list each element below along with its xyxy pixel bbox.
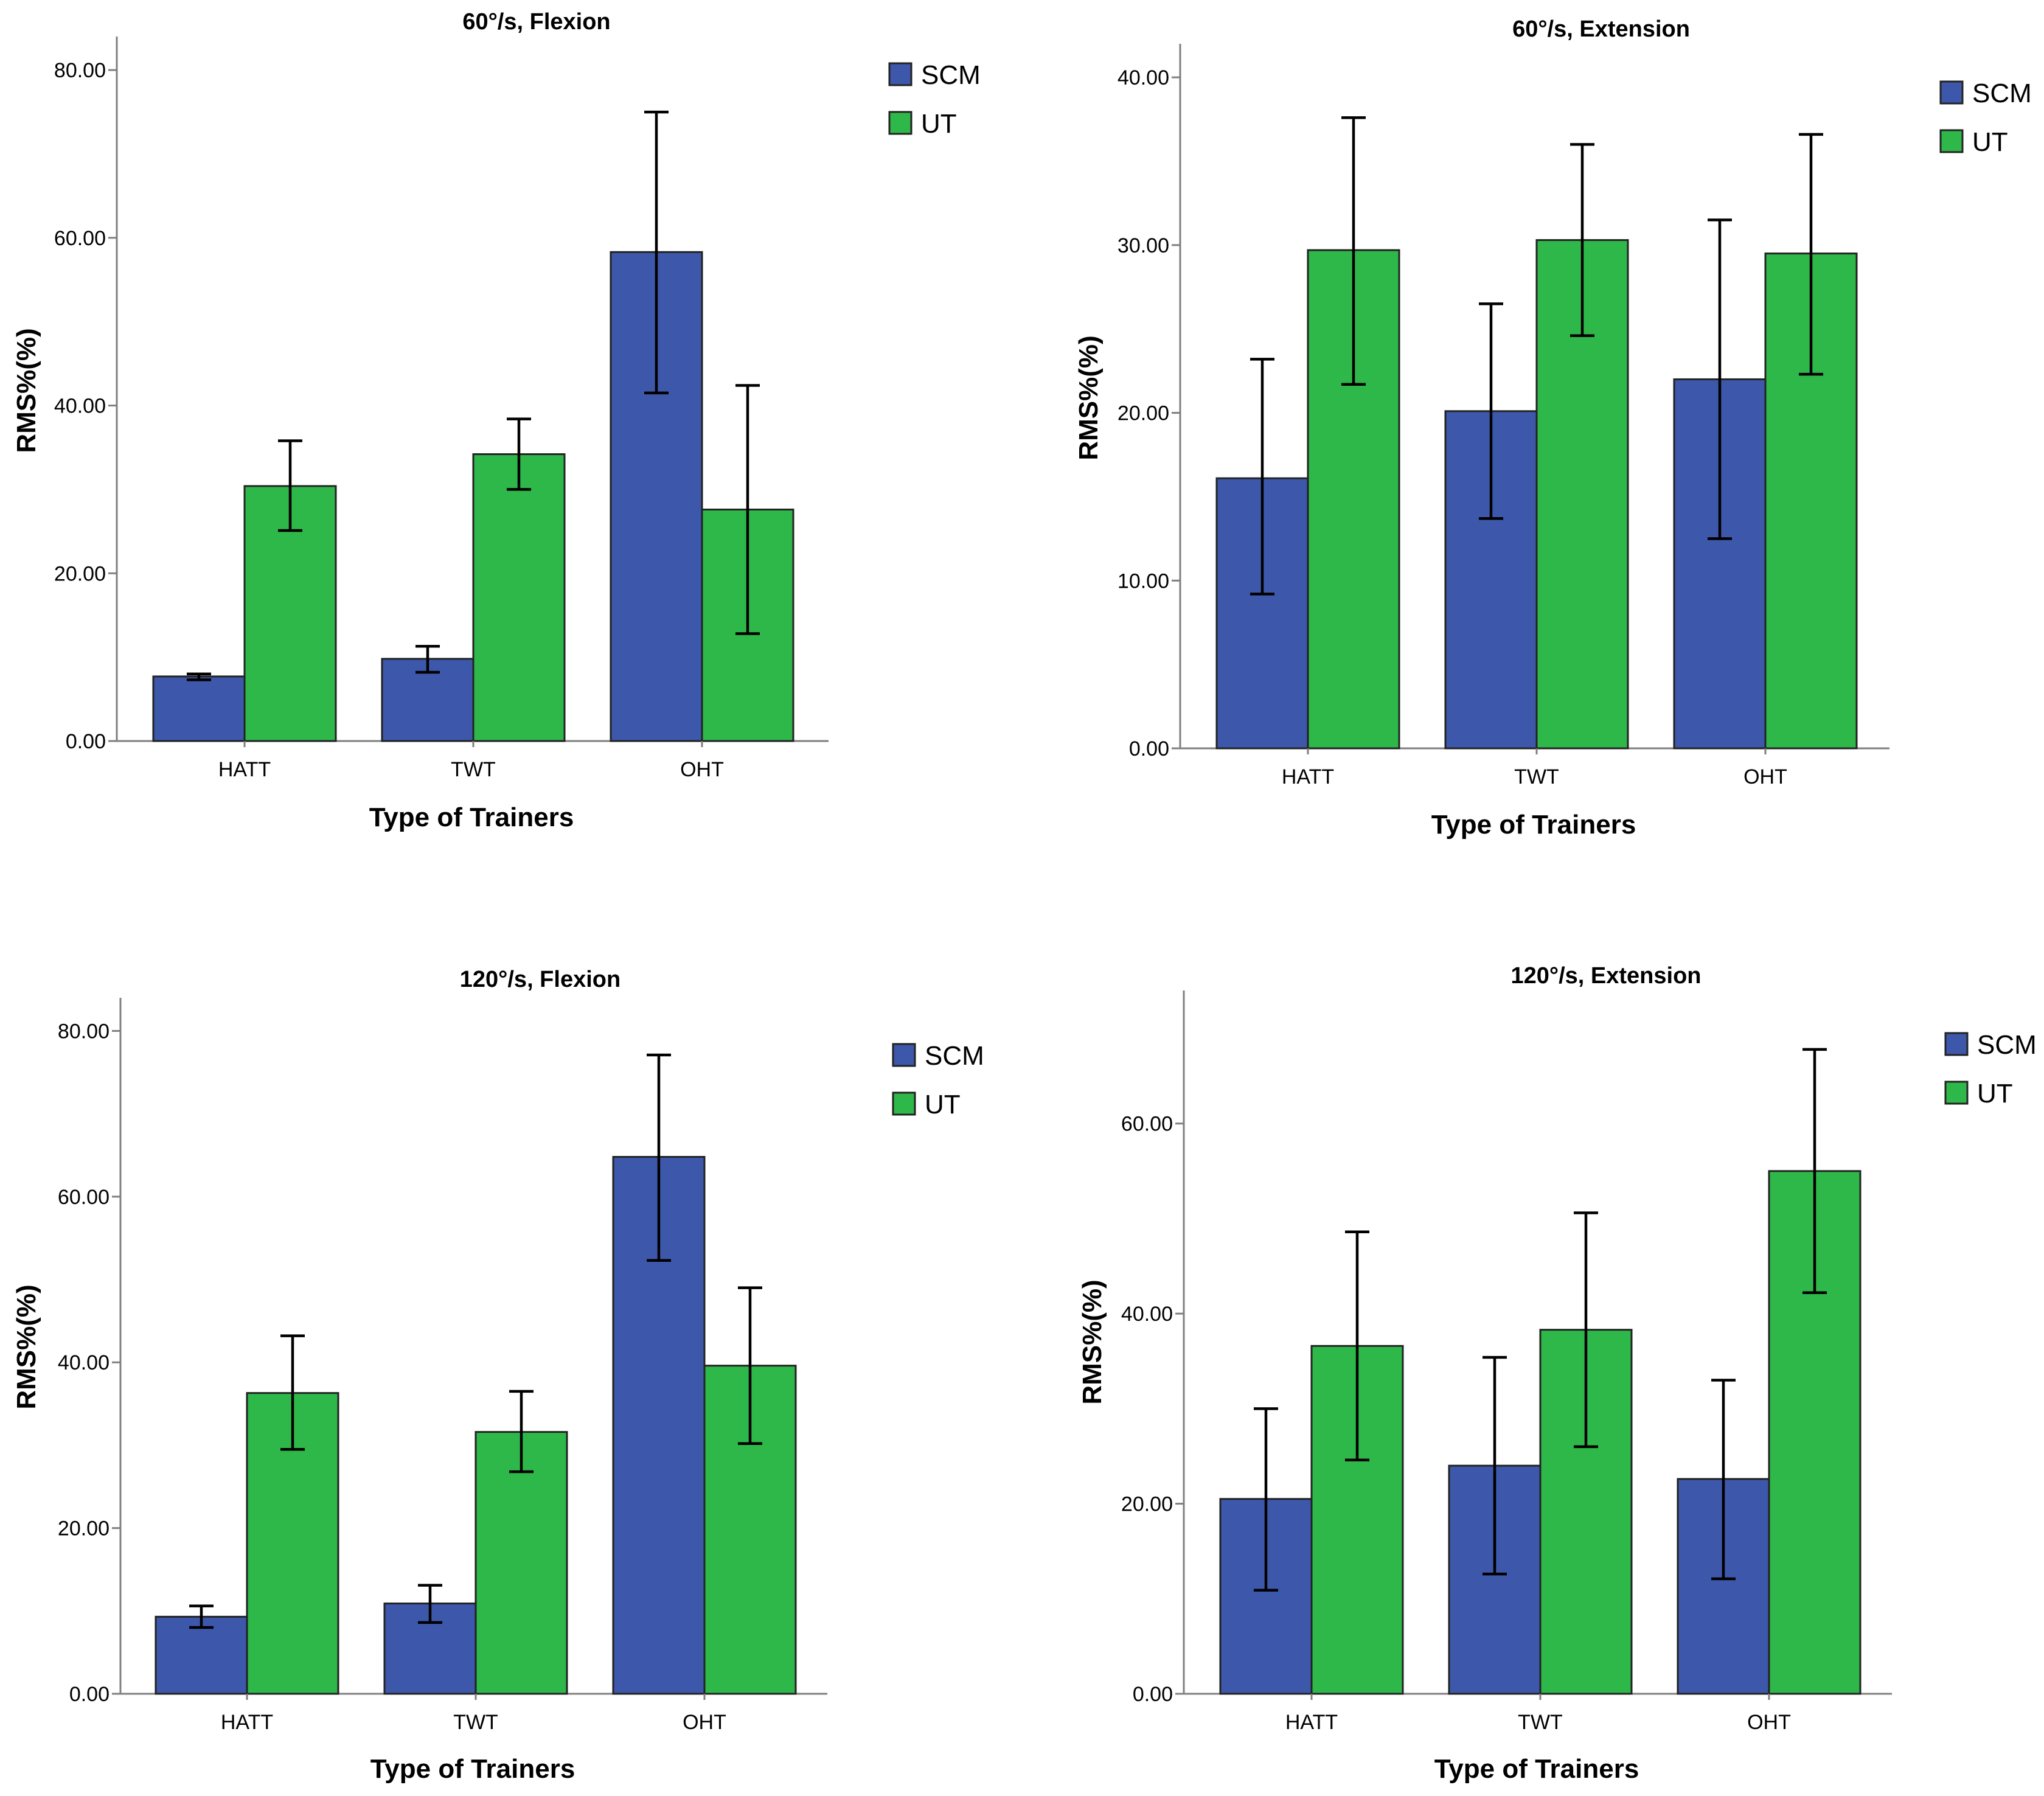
- y-tick-label: 10.00: [1118, 569, 1169, 593]
- x-tick-label: TWT: [451, 758, 496, 781]
- x-axis-title: Type of Trainers: [1434, 1754, 1639, 1784]
- legend-label-ut: UT: [1977, 1079, 2013, 1109]
- legend-swatch-scm: [892, 1043, 916, 1067]
- legend-label-ut: UT: [921, 109, 957, 139]
- y-tick-label: 0.00: [69, 1683, 109, 1706]
- y-axis-title: RMS%(%): [12, 328, 41, 453]
- bar-ut-twt: [474, 1431, 568, 1695]
- chart-panel-1: 60°/s, Flexion 0.00 20.00 40.00 60.00 80.00 HA…: [12, 9, 981, 832]
- x-tick-label: OHT: [1743, 765, 1787, 788]
- legend-label-scm: SCM: [925, 1041, 984, 1071]
- y-tick-label: 40.00: [1118, 66, 1169, 89]
- chart-title: 120°/s, Extension: [1511, 963, 1702, 989]
- x-tick-label: HATT: [218, 758, 271, 781]
- y-tick-label: 80.00: [54, 59, 106, 82]
- x-tick-label: HATT: [1285, 1711, 1338, 1734]
- y-tick-label: 20.00: [1121, 1493, 1173, 1516]
- legend-swatch-ut: [1944, 1081, 1969, 1105]
- y-tick-label: 60.00: [1121, 1113, 1173, 1136]
- x-tick-label: OHT: [1747, 1711, 1791, 1734]
- y-tick-label: 40.00: [58, 1351, 109, 1374]
- y-tick-label: 60.00: [54, 227, 106, 250]
- bar-scm-hatt: [155, 1615, 248, 1695]
- y-tick-label: 20.00: [58, 1517, 109, 1540]
- chart-title: 120°/s, Flexion: [460, 967, 620, 992]
- x-axis-title: Type of Trainers: [369, 802, 574, 832]
- x-tick-label: TWT: [1518, 1711, 1563, 1734]
- y-tick-label: 0.00: [1133, 1683, 1173, 1706]
- y-tick-label: 20.00: [1118, 402, 1169, 425]
- legend-swatch-scm: [888, 62, 912, 86]
- x-tick-label: OHT: [683, 1711, 726, 1734]
- y-tick-label: 30.00: [1118, 234, 1169, 257]
- legend-label-ut: UT: [925, 1090, 961, 1119]
- y-tick-label: 0.00: [66, 730, 106, 753]
- x-tick-label: HATT: [221, 1711, 273, 1734]
- legend-label-scm: SCM: [1977, 1030, 2037, 1060]
- bar-scm-hatt: [152, 675, 246, 742]
- y-tick-label: 80.00: [58, 1020, 109, 1043]
- legend-swatch-scm: [1939, 80, 1964, 105]
- y-tick-label: 60.00: [58, 1186, 109, 1209]
- chart-title: 60°/s, Flexion: [462, 9, 610, 35]
- legend-label-scm: SCM: [1972, 78, 2032, 108]
- y-axis-title: RMS%(%): [12, 1284, 41, 1409]
- legend-swatch-ut: [888, 111, 912, 135]
- legend-swatch-ut: [892, 1091, 916, 1116]
- x-tick-label: TWT: [453, 1711, 498, 1734]
- y-tick-label: 40.00: [54, 395, 106, 418]
- legend-label-scm: SCM: [921, 60, 981, 90]
- y-axis-title: RMS%(%): [1074, 335, 1104, 460]
- legend-swatch-scm: [1944, 1032, 1969, 1056]
- bar-ut-twt: [472, 453, 566, 742]
- x-axis-title: Type of Trainers: [1431, 810, 1636, 840]
- chart-title: 60°/s, Extension: [1512, 16, 1690, 42]
- x-tick-label: TWT: [1514, 765, 1559, 788]
- legend-label-ut: UT: [1972, 127, 2008, 157]
- chart-panel-2: 60°/s, Extension 0.00 10.00 20.00 30.00 40.00…: [1074, 16, 2032, 840]
- x-tick-label: HATT: [1282, 765, 1334, 788]
- chart-panel-4: 120°/s, Extension 0.00 20.00 40.00 60.00 HATT…: [1077, 963, 2037, 1784]
- legend-swatch-ut: [1939, 129, 1964, 153]
- bar-ut-hatt: [243, 485, 337, 742]
- chart-panel-3: 120°/s, Flexion 0.00 20.00 40.00 60.00 80.00 H…: [12, 967, 984, 1784]
- x-tick-label: OHT: [680, 758, 724, 781]
- y-axis-title: RMS%(%): [1077, 1279, 1107, 1404]
- y-tick-label: 0.00: [1129, 737, 1169, 761]
- y-tick-label: 20.00: [54, 562, 106, 585]
- y-tick-label: 40.00: [1121, 1303, 1173, 1326]
- x-axis-title: Type of Trainers: [370, 1754, 575, 1784]
